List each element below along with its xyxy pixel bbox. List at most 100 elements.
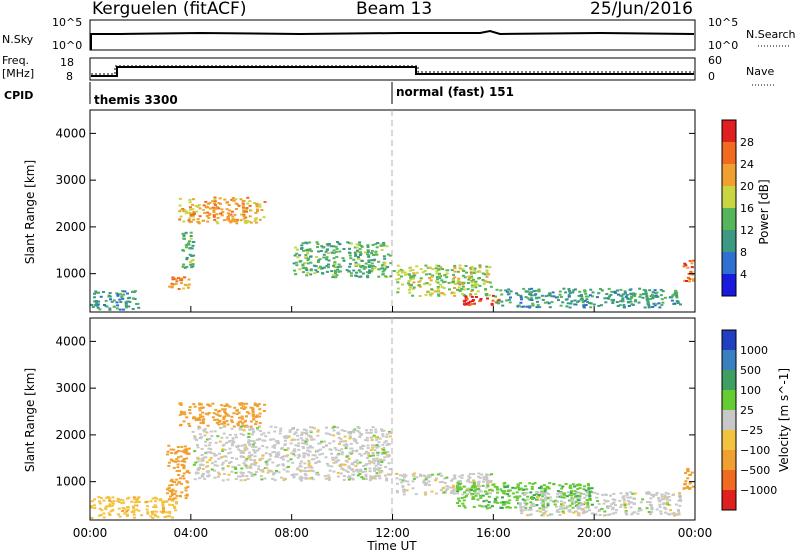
velocity-cell [456,490,460,493]
velocity-cell [207,470,211,473]
power-cell [364,251,367,254]
power-cell [373,258,377,261]
power-cell [115,292,119,295]
colorbar-tick-label: −1000 [740,484,777,497]
power-cell [305,274,309,277]
velocity-cell [315,456,319,459]
velocity-cell [384,451,388,454]
power-cell [690,262,694,265]
power-cell [660,304,664,306]
velocity-cell [571,506,575,509]
velocity-cell [427,480,431,483]
velocity-cell [207,411,211,414]
velocity-cell [226,404,230,407]
power-cell [592,303,596,306]
freq-label-1: Freq. [2,54,29,67]
velocity-cell [668,504,672,507]
velocity-cell [378,477,382,480]
velocity-cell [541,507,545,510]
velocity-cell [269,454,273,457]
velocity-cell [340,463,344,466]
velocity-cell [633,511,637,514]
colorbar-tick-label: −25 [740,424,763,437]
velocity-cell [487,501,491,504]
power-cell [178,218,182,221]
velocity-cell [193,478,197,481]
velocity-cell [247,471,251,474]
velocity-cell [339,472,343,475]
power-cell [548,294,552,297]
power-cell [356,256,360,259]
power-cell [409,278,413,281]
velocity-cell [194,417,198,420]
velocity-cell [253,464,257,467]
velocity-cell [347,465,351,468]
velocity-cell [309,426,312,429]
velocity-cell [541,495,545,498]
velocity-cell [223,472,226,475]
power-cell [244,216,248,219]
velocity-cell [158,499,162,502]
velocity-cell [398,478,402,481]
velocity-cell [572,493,576,496]
power-cell [428,273,432,276]
velocity-cell [167,487,171,490]
power-cell [434,290,438,293]
velocity-cell [155,510,159,513]
velocity-cell [402,493,406,496]
power-cell [562,287,566,290]
power-cell [656,295,660,298]
velocity-cell [193,405,197,408]
velocity-cell [319,448,323,451]
power-cell [133,290,137,293]
velocity-cell [545,491,549,494]
velocity-cell [325,462,329,465]
power-cell [488,281,492,284]
power-cell [408,291,412,294]
velocity-cell [564,483,568,485]
velocity-cell [165,515,169,518]
power-cell [573,299,577,302]
velocity-cell [252,418,256,421]
velocity-cell [303,452,307,455]
velocity-cell [214,454,218,457]
velocity-cell [470,493,474,496]
power-cell [478,277,481,279]
velocity-cell [241,474,245,477]
power-cell [500,293,504,296]
power-cell [349,242,353,245]
power-cell [294,246,297,249]
velocity-cell [245,426,249,428]
velocity-cell [331,459,335,461]
velocity-cell [575,510,579,513]
power-cell [637,301,641,304]
power-cell [308,249,312,252]
power-cell [684,264,688,267]
power-cell [230,219,234,222]
velocity-cell [601,493,605,496]
velocity-cell [236,423,240,426]
velocity-cell [104,508,108,511]
colorbar-tick-label: 1000 [740,344,768,357]
velocity-cell [100,509,104,512]
power-cell [568,292,572,295]
power-cell [630,295,633,298]
velocity-cell [175,494,179,497]
velocity-cell [583,502,587,504]
velocity-cell [240,467,244,470]
velocity-cell [529,508,533,511]
velocity-cell [476,481,480,484]
velocity-cell [99,497,103,500]
nsky-tick-low: 10^0 [52,39,82,52]
velocity-cell [373,477,377,480]
velocity-cell [217,457,221,460]
velocity-cell [626,496,630,499]
velocity-cell [216,475,220,478]
power-cell [246,202,250,205]
velocity-cell [538,507,542,510]
power-cell [361,272,365,275]
power-cell [530,294,534,297]
velocity-cell [535,493,539,496]
